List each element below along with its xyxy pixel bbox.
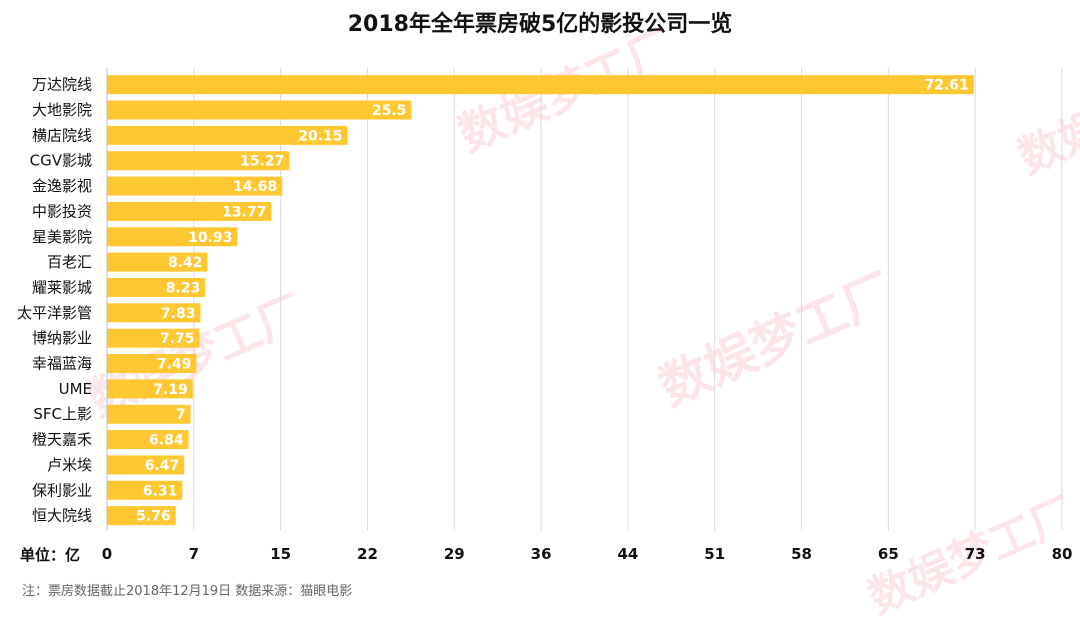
category-label: 保利影业 bbox=[32, 481, 92, 499]
bar bbox=[107, 277, 206, 297]
value-label: 15.27 bbox=[240, 154, 284, 170]
value-label: 13.77 bbox=[222, 204, 266, 220]
x-tick-label: 7 bbox=[189, 545, 199, 563]
x-tick-label: 15 bbox=[270, 545, 291, 563]
x-tick-label: 0 bbox=[102, 545, 112, 563]
bar bbox=[107, 201, 272, 221]
category-label: 太平洋影管 bbox=[17, 304, 92, 322]
value-label: 6.31 bbox=[143, 483, 178, 499]
category-label: 恒大院线 bbox=[32, 507, 92, 525]
category-label: 幸福蓝海 bbox=[32, 355, 92, 373]
bar bbox=[107, 125, 348, 145]
x-tick-label: 29 bbox=[444, 545, 465, 563]
bar bbox=[107, 480, 183, 500]
bar bbox=[107, 404, 191, 424]
value-label: 72.61 bbox=[924, 78, 968, 94]
value-label: 6.84 bbox=[149, 433, 184, 449]
bar bbox=[107, 252, 208, 272]
value-label: 10.93 bbox=[188, 230, 232, 246]
x-tick-label: 80 bbox=[1052, 545, 1073, 563]
category-label: 百老汇 bbox=[47, 253, 92, 271]
bar bbox=[107, 227, 238, 247]
value-label: 8.42 bbox=[168, 255, 203, 271]
category-label: 星美影院 bbox=[32, 228, 92, 246]
x-tick-label: 44 bbox=[617, 545, 638, 563]
bar bbox=[107, 303, 201, 323]
category-label: CGV影城 bbox=[30, 152, 92, 170]
x-tick-label: 73 bbox=[965, 545, 986, 563]
bar bbox=[107, 328, 200, 348]
bar bbox=[107, 354, 197, 374]
value-label: 7.83 bbox=[161, 306, 196, 322]
footnote: 注：票房数据截止2018年12月19日 数据来源：猫眼电影 bbox=[22, 584, 353, 599]
category-label: 横店院线 bbox=[32, 126, 92, 144]
bar bbox=[107, 176, 283, 196]
chart-title: 2018年全年票房破5亿的影投公司一览 bbox=[347, 12, 733, 37]
value-label: 7.49 bbox=[157, 357, 192, 373]
bar bbox=[107, 430, 189, 450]
x-tick-label: 65 bbox=[878, 545, 899, 563]
value-label: 6.47 bbox=[145, 458, 180, 474]
category-label: 金逸影视 bbox=[32, 177, 92, 195]
category-label: 万达院线 bbox=[32, 76, 92, 94]
category-label: 博纳影业 bbox=[32, 329, 92, 347]
category-label: 卢米埃 bbox=[47, 456, 92, 474]
bar bbox=[107, 75, 974, 95]
bar bbox=[107, 151, 290, 171]
bar bbox=[107, 506, 176, 526]
category-label: 中影投资 bbox=[32, 202, 92, 220]
value-label: 8.23 bbox=[166, 280, 201, 296]
value-label: 7.19 bbox=[153, 382, 188, 398]
category-label: 橙天嘉禾 bbox=[32, 431, 92, 449]
value-label: 14.68 bbox=[233, 179, 277, 195]
category-label: 大地影院 bbox=[32, 101, 92, 119]
bar bbox=[107, 379, 193, 399]
unit-label: 单位：亿 bbox=[20, 546, 81, 564]
bar bbox=[107, 100, 412, 120]
category-label: 耀莱影城 bbox=[32, 278, 92, 296]
category-label: SFC上影 bbox=[33, 405, 92, 423]
x-tick-label: 22 bbox=[357, 545, 378, 563]
value-label: 20.15 bbox=[298, 128, 342, 144]
value-label: 7.75 bbox=[160, 331, 195, 347]
bar bbox=[107, 455, 185, 475]
value-label: 5.76 bbox=[136, 509, 171, 525]
x-tick-label: 58 bbox=[791, 545, 812, 563]
x-tick-label: 51 bbox=[704, 545, 725, 563]
category-label: UME bbox=[59, 380, 92, 398]
bar-chart: 0 7 15 22 29 36 44 51 58 65 73 80 万达院线 72.61 大地影院 25.5 横… bbox=[17, 68, 1073, 563]
value-label: 7 bbox=[176, 407, 186, 423]
value-label: 25.5 bbox=[372, 103, 407, 119]
x-tick-label: 36 bbox=[531, 545, 552, 563]
